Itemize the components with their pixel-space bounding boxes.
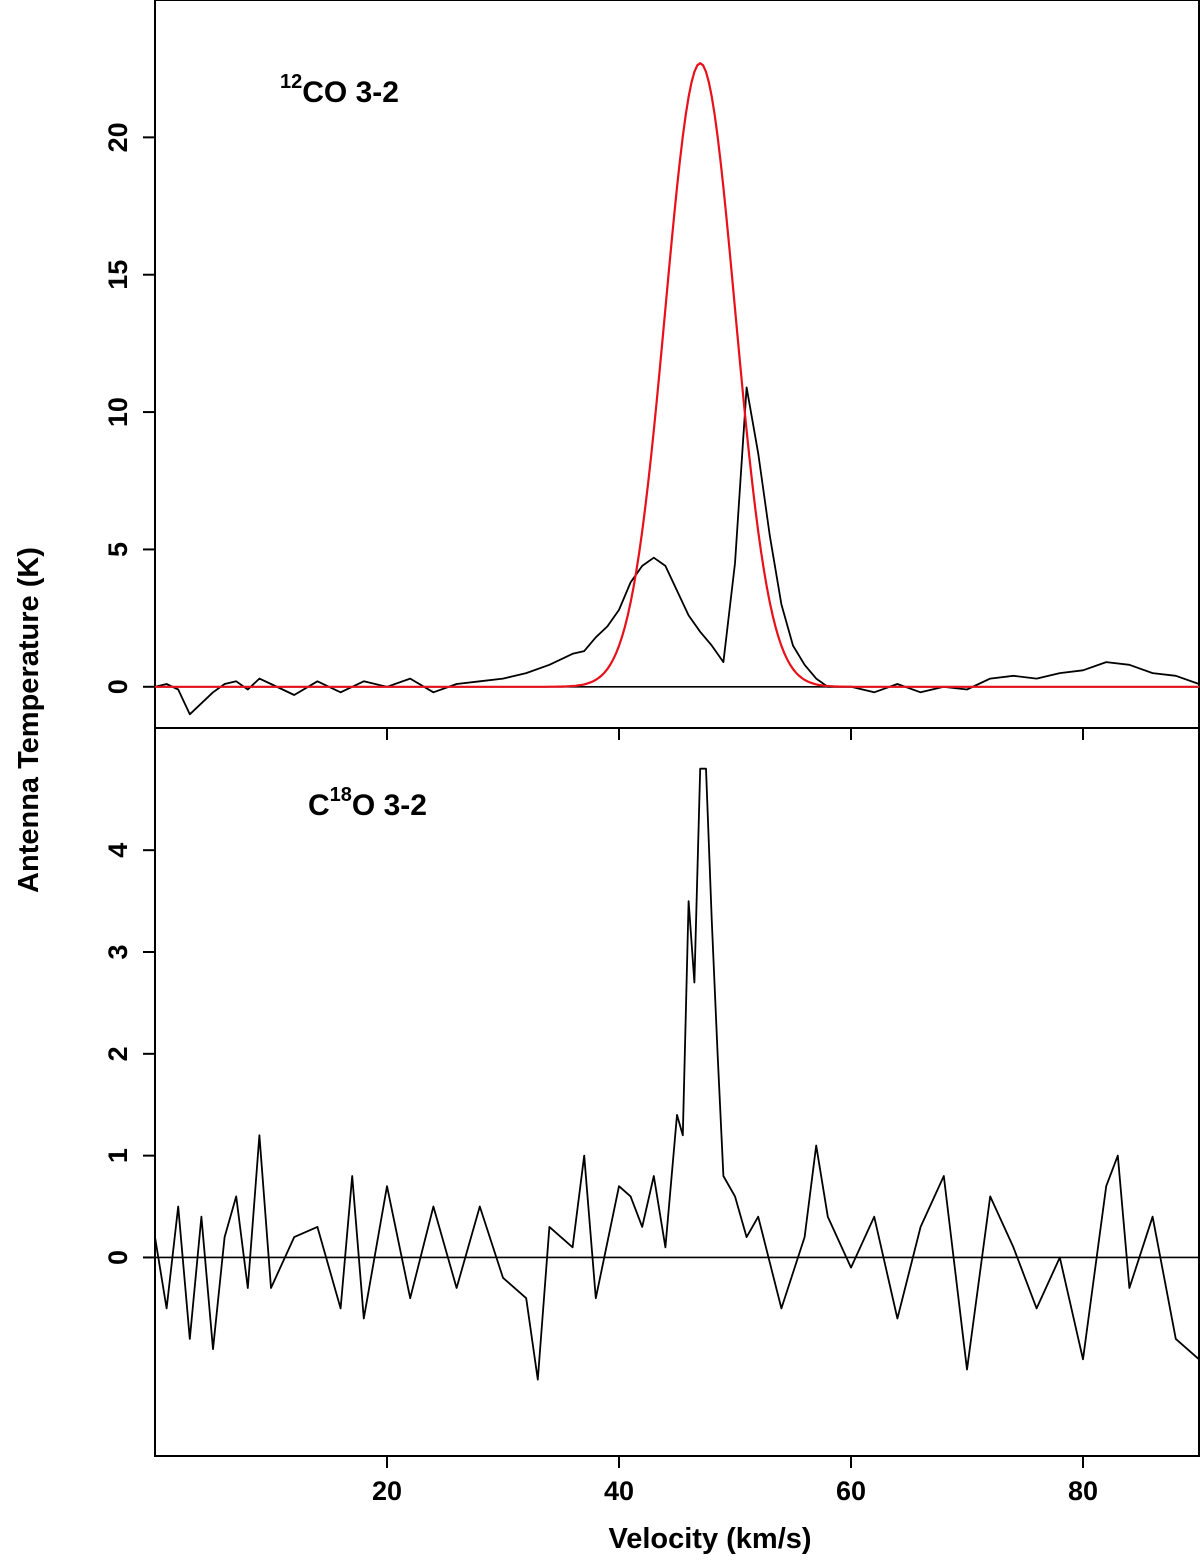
panel-0-series-1-gaussian-fit bbox=[155, 62, 1199, 688]
bottom-panel-label-prefix: C bbox=[308, 789, 330, 822]
x-tick-label-0: 20 bbox=[372, 1476, 402, 1506]
top-panel-label: 12CO 3-2 bbox=[280, 71, 399, 109]
panel-0-y-tick-label-4: 20 bbox=[103, 122, 133, 152]
panel-1-y-tick-label-4: 4 bbox=[103, 843, 133, 858]
panel-1-y-tick-label-2: 2 bbox=[103, 1046, 133, 1061]
panel-1-y-tick-label-3: 3 bbox=[103, 944, 133, 959]
panel-1-series-0-spectrum bbox=[154, 767, 1200, 1381]
x-tick-label-3: 80 bbox=[1068, 1476, 1098, 1506]
top-panel-label-main: CO 3-2 bbox=[302, 76, 399, 109]
panel-0-y-tick-label-1: 5 bbox=[103, 542, 133, 557]
x-tick-label-2: 60 bbox=[836, 1476, 866, 1506]
bottom-panel-label: C18O 3-2 bbox=[308, 784, 427, 822]
panel-0-y-tick-label-2: 10 bbox=[103, 397, 133, 427]
panel-1-y-tick-label-1: 1 bbox=[103, 1148, 133, 1163]
panel-0-y-tick-label-3: 15 bbox=[103, 260, 133, 290]
x-tick-label-1: 40 bbox=[604, 1476, 634, 1506]
panel-0-series-0-spectrum bbox=[154, 386, 1200, 716]
top-panel-label-sup: 12 bbox=[280, 71, 302, 93]
bottom-panel-label-sup: 18 bbox=[330, 784, 352, 806]
panel-1-y-tick-label-0: 0 bbox=[103, 1250, 133, 1265]
bottom-panel-frame bbox=[154, 727, 1200, 1457]
top-panel-frame bbox=[154, 0, 1200, 729]
y-axis-title: Antenna Temperature (K) bbox=[13, 547, 45, 893]
bottom-panel-label-main: O 3-2 bbox=[352, 789, 427, 822]
x-axis-title: Velocity (km/s) bbox=[608, 1523, 811, 1555]
panel-0-y-tick-label-0: 0 bbox=[103, 679, 133, 694]
